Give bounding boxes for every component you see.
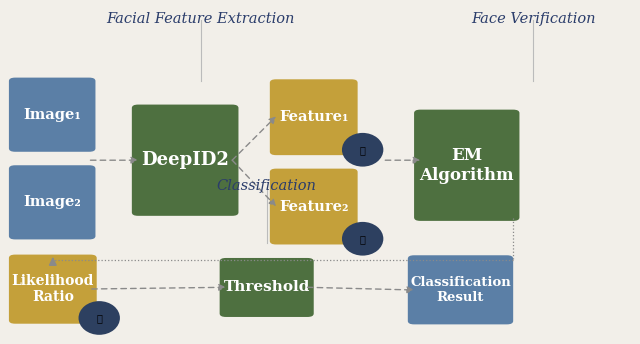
Text: Feature₁: Feature₁ [279,110,348,124]
FancyBboxPatch shape [270,79,358,155]
Text: Feature₂: Feature₂ [279,200,348,214]
Text: Image₁: Image₁ [23,108,81,122]
Text: Face Verification: Face Verification [471,12,595,26]
Text: 🔑: 🔑 [360,234,365,244]
FancyBboxPatch shape [408,255,513,324]
Ellipse shape [79,301,120,335]
Text: Classification
Result: Classification Result [410,276,511,304]
Text: Classification: Classification [217,179,317,193]
Text: Likelihood
Ratio: Likelihood Ratio [12,274,94,304]
Text: DeepID2: DeepID2 [141,151,229,169]
FancyBboxPatch shape [270,169,358,245]
FancyBboxPatch shape [132,105,239,216]
FancyBboxPatch shape [9,78,95,152]
Text: Threshold: Threshold [223,280,310,294]
Text: EM
Algorithm: EM Algorithm [419,147,514,184]
FancyBboxPatch shape [220,258,314,317]
FancyBboxPatch shape [9,165,95,239]
Text: 🔑: 🔑 [360,145,365,155]
Text: Image₂: Image₂ [23,195,81,209]
Ellipse shape [342,133,383,166]
FancyBboxPatch shape [9,255,97,324]
Text: 🔑: 🔑 [96,313,102,323]
Ellipse shape [342,222,383,256]
Text: Facial Feature Extraction: Facial Feature Extraction [107,12,295,26]
FancyBboxPatch shape [414,110,520,221]
